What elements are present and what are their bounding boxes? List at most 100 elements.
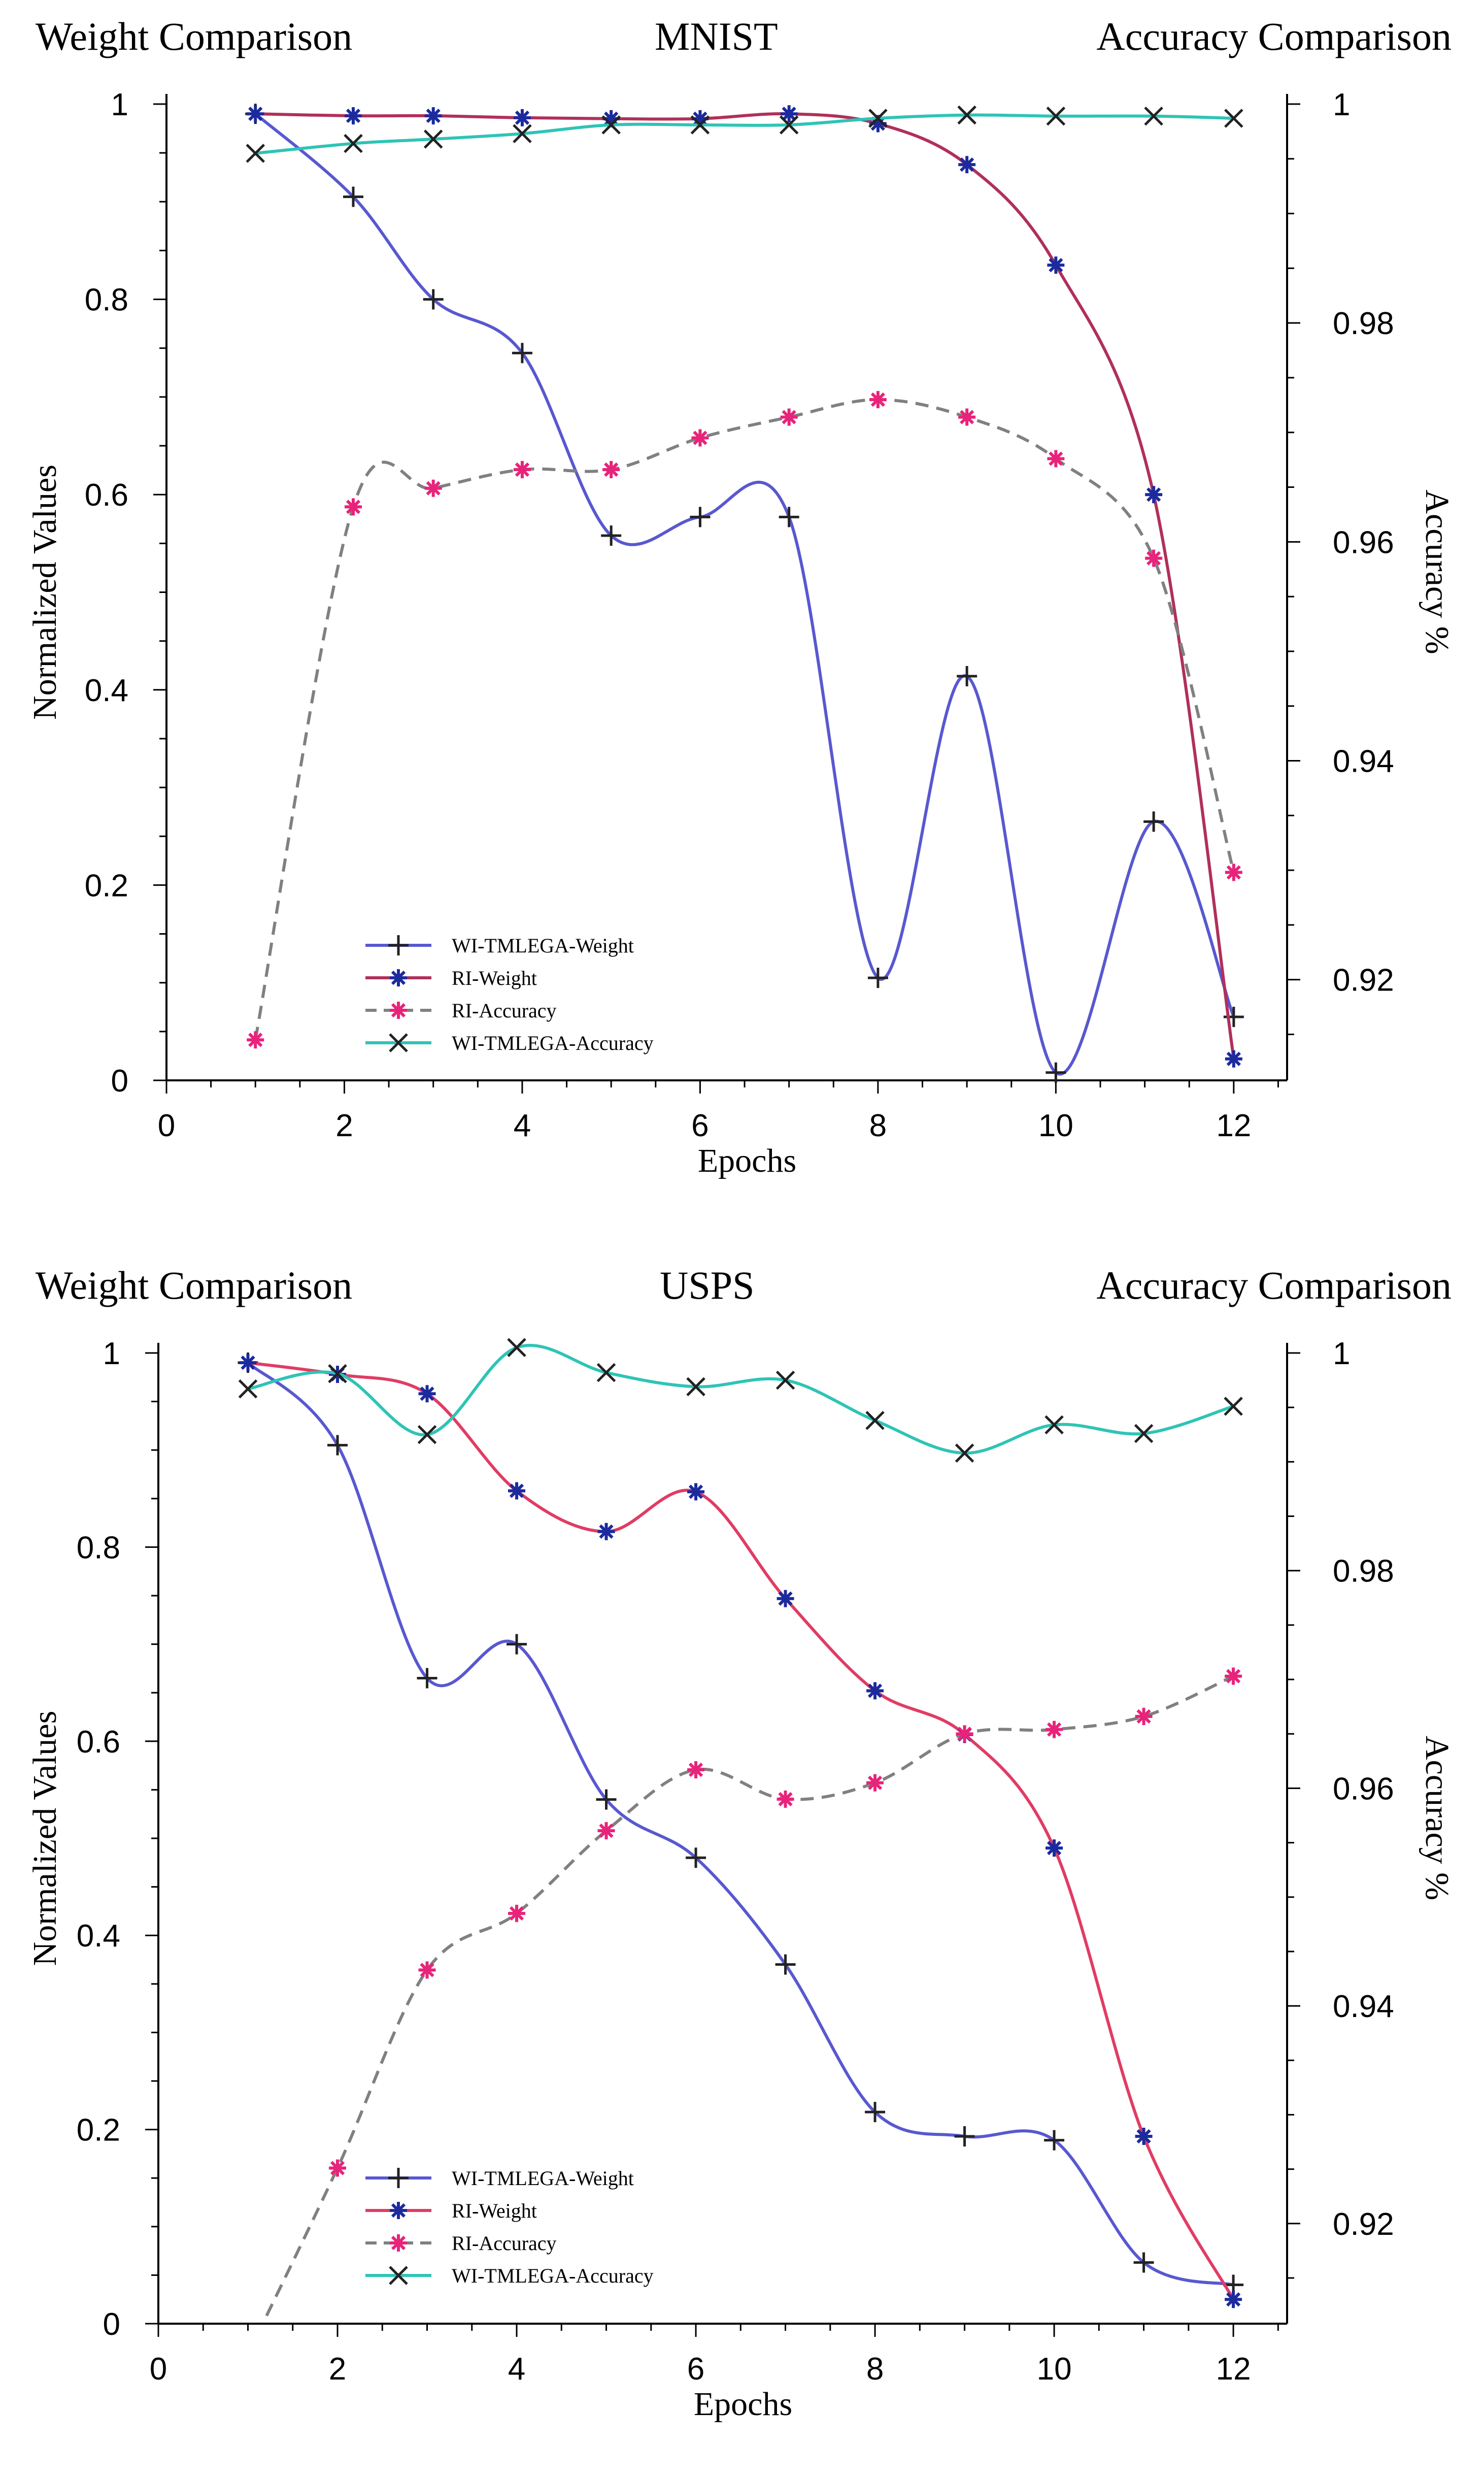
y-tick-label: 0 — [103, 2307, 120, 2342]
data-point — [1135, 1707, 1153, 1725]
data-point — [344, 134, 363, 153]
x-tick-label: 0 — [150, 2352, 167, 2387]
data-point — [1225, 2291, 1242, 2308]
data-point — [418, 1961, 436, 1979]
data-point — [868, 109, 888, 128]
y-tick-label: 0 — [111, 1064, 128, 1099]
y2-tick-label: 0.94 — [1333, 744, 1394, 779]
data-point — [596, 1363, 616, 1382]
legend-marker — [390, 1002, 407, 1019]
legend-label: RI-Weight — [452, 967, 537, 989]
x-tick-label: 0 — [158, 1108, 175, 1143]
y-tick-label: 0.8 — [77, 1530, 120, 1565]
legend-marker — [388, 2168, 409, 2188]
data-point — [423, 289, 444, 310]
data-point — [686, 1377, 705, 1397]
data-point — [687, 1483, 705, 1501]
chart-mnist: Weight Comparison MNIST Accuracy Compariso… — [26, 14, 1456, 1179]
header-left: Weight Comparison — [36, 1263, 352, 1307]
x-ticks: 0 2 4 6 8 10 12 — [150, 2324, 1279, 2387]
header-right: Accuracy Comparison — [1096, 14, 1452, 58]
data-point — [1224, 1397, 1243, 1416]
data-point — [1225, 1667, 1242, 1685]
series-wi-tmlega-weight — [238, 1352, 1244, 2295]
data-point — [345, 498, 362, 516]
legend-label: WI-TMLEGA-Accuracy — [452, 1032, 654, 1054]
series-line-wi-tmlega-accuracy — [255, 113, 1234, 155]
data-point — [690, 507, 711, 527]
legend-label: RI-Accuracy — [452, 2232, 557, 2255]
data-point — [246, 144, 265, 163]
y-tick-label: 0.2 — [77, 2113, 120, 2148]
x-tick-label: 6 — [691, 1108, 709, 1143]
legend-marker — [389, 2266, 408, 2285]
data-point — [597, 1822, 615, 1839]
legend-item-wi-tmlega-weight: WI-TMLEGA-Weight — [365, 934, 634, 957]
header-right: Accuracy Comparison — [1096, 1263, 1452, 1307]
legend-item-wi-tmlega-weight: WI-TMLEGA-Weight — [365, 2167, 634, 2190]
data-point — [345, 107, 362, 125]
series-line-wi-tmlega-weight — [254, 112, 1235, 1076]
legend-marker — [389, 1033, 408, 1052]
legend-item-wi-tmlega-accuracy: WI-TMLEGA-Accuracy — [365, 2264, 654, 2287]
y2-tick-label: 0.92 — [1333, 2207, 1394, 2242]
data-point — [601, 115, 621, 135]
header-left: Weight Comparison — [36, 14, 352, 58]
data-point — [512, 343, 532, 364]
y-ticks-right: 0.92 0.94 0.96 0.98 1 — [1287, 87, 1394, 1035]
x-tick-label: 12 — [1216, 1108, 1251, 1143]
legend-item-wi-tmlega-accuracy: WI-TMLEGA-Accuracy — [365, 1032, 654, 1054]
data-point — [1045, 1839, 1063, 1857]
data-point — [866, 1682, 884, 1700]
y2-tick-label: 0.98 — [1333, 1554, 1394, 1589]
x-tick-label: 12 — [1216, 2352, 1251, 2387]
data-point — [1045, 1721, 1063, 1738]
data-point — [247, 105, 264, 123]
y2-tick-label: 0.96 — [1333, 1771, 1394, 1806]
legend: WI-TMLEGA-Weight RI-Weight RI-Accuracy WI-T… — [365, 2167, 654, 2287]
data-point — [779, 115, 799, 135]
x-tick-label: 10 — [1038, 1108, 1073, 1143]
x-axis-title: Epochs — [694, 2386, 792, 2423]
data-point — [417, 1425, 437, 1444]
y-axis-title: Normalized Values — [26, 1711, 63, 1966]
x-axis-title: Epochs — [698, 1142, 796, 1179]
y-tick-label: 0.2 — [85, 868, 128, 903]
series-line-ri-weight — [255, 112, 1235, 1060]
data-point — [418, 1385, 436, 1403]
data-point — [513, 124, 532, 143]
data-point — [329, 2159, 347, 2177]
data-point — [1047, 450, 1065, 468]
legend-marker — [388, 935, 409, 955]
legend-label: RI-Weight — [452, 2199, 537, 2222]
x-tick-label: 10 — [1037, 2352, 1072, 2387]
data-point — [691, 110, 709, 127]
data-point — [601, 525, 622, 546]
data-point — [513, 461, 531, 479]
y-tick-label: 0.4 — [77, 1919, 120, 1954]
legend-item-ri-weight: RI-Weight — [365, 2199, 537, 2222]
y2-axis-title: Accuracy % — [1419, 1736, 1456, 1900]
data-point — [867, 968, 888, 988]
series-wi-tmlega-accuracy — [238, 1338, 1243, 1463]
y2-axis-title: Accuracy % — [1419, 489, 1456, 654]
x-tick-label: 2 — [335, 1108, 353, 1143]
data-point — [423, 129, 443, 149]
series-line-wi-tmlega-weight — [247, 1361, 1234, 2287]
series-wi-tmlega-weight — [245, 104, 1244, 1083]
data-point — [687, 1761, 705, 1778]
legend-item-ri-weight: RI-Weight — [365, 967, 537, 989]
data-point — [865, 2102, 886, 2123]
x-tick-label: 8 — [866, 2352, 884, 2387]
data-point — [508, 1482, 526, 1500]
data-point — [1047, 256, 1065, 274]
series-ri-weight — [239, 1354, 1242, 2308]
data-point — [690, 115, 710, 135]
data-point — [775, 1954, 796, 1975]
data-point — [507, 1338, 526, 1358]
data-point — [1144, 106, 1163, 126]
data-point — [1224, 109, 1243, 128]
legend-marker — [390, 2202, 407, 2219]
data-point — [866, 1774, 884, 1792]
data-point — [869, 391, 887, 409]
